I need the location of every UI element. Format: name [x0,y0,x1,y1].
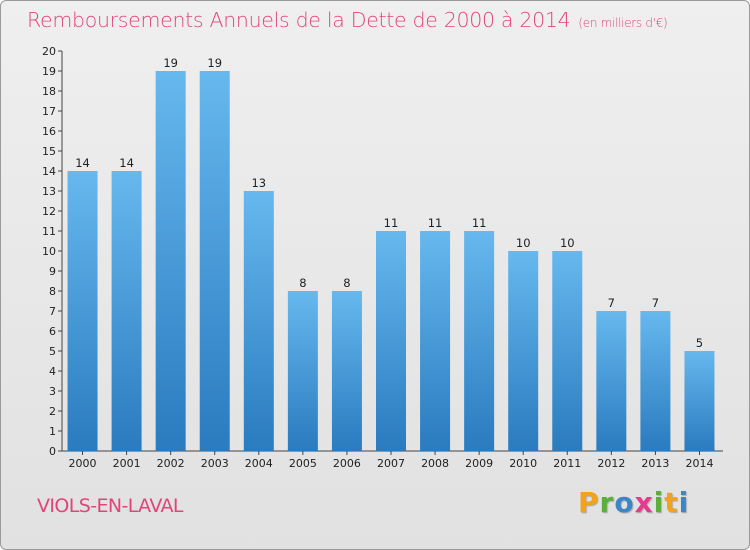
logo-letter: o [614,486,635,519]
x-tick-label: 2008 [421,457,449,470]
y-tick-label: 5 [49,345,56,358]
data-label: 13 [251,176,266,190]
y-tick-label: 13 [42,185,56,198]
bar [640,311,671,451]
y-tick-label: 16 [42,125,56,138]
x-tick-label: 2003 [201,457,229,470]
data-label: 8 [343,276,350,290]
bar [464,231,495,451]
data-label: 7 [608,296,615,310]
chart-title: Remboursements Annuels de la Dette de 20… [27,8,668,32]
y-tick-label: 3 [49,385,56,398]
x-tick-label: 2006 [333,457,361,470]
data-label: 14 [75,156,90,170]
bar [155,71,186,451]
chart-unit: (en milliers d'€) [578,16,668,30]
x-tick-label: 2010 [509,457,537,470]
y-tick-label: 20 [42,45,56,58]
bar [376,231,406,451]
bar [287,291,318,451]
x-tick-label: 2009 [465,457,493,470]
data-label: 10 [516,236,531,250]
x-tick-label: 2002 [157,457,185,470]
data-label: 7 [652,296,659,310]
y-tick-label: 2 [49,405,56,418]
bar [420,231,451,451]
data-label: 5 [696,336,703,350]
y-tick-label: 12 [42,205,56,218]
x-tick-label: 2012 [597,457,625,470]
y-tick-label: 4 [49,365,56,378]
y-tick-label: 17 [42,105,56,118]
y-tick-label: 9 [49,265,56,278]
x-tick-label: 2001 [113,457,141,470]
y-tick-label: 0 [49,445,56,458]
data-label: 11 [428,216,443,230]
y-tick-label: 15 [42,145,56,158]
y-tick-label: 10 [42,245,56,258]
logo-letter: r [599,486,615,519]
bar [508,251,539,451]
data-label: 19 [207,56,222,70]
y-tick-label: 6 [49,325,56,338]
data-label: 11 [472,216,487,230]
data-label: 14 [119,156,134,170]
x-tick-label: 2004 [245,457,273,470]
bar [199,71,230,451]
data-label: 10 [560,236,575,250]
x-tick-label: 2014 [685,457,713,470]
x-tick-label: 2005 [289,457,317,470]
y-tick-label: 19 [42,65,56,78]
bar [596,311,627,451]
logo-letter: t [664,486,679,519]
data-label: 8 [299,276,306,290]
y-tick-label: 14 [42,165,56,178]
x-tick-label: 2011 [553,457,581,470]
logo-letter: i [678,486,690,519]
bar [243,191,274,451]
bar-chart: 0123456789101112131415161718192014200014… [42,45,723,470]
data-label: 11 [384,216,399,230]
y-tick-label: 11 [42,225,56,238]
x-tick-label: 2013 [641,457,669,470]
y-tick-label: 18 [42,85,56,98]
y-tick-label: 1 [49,425,56,438]
bar [67,171,98,451]
x-tick-label: 2000 [69,457,97,470]
bar [111,171,142,451]
logo-letter: P [578,486,600,519]
bar [684,351,715,451]
commune-name: VIOLS-EN-LAVAL [37,495,184,517]
x-tick-label: 2007 [377,457,405,470]
bar [331,291,362,451]
proxiti-logo: Proxiti [578,486,689,519]
y-tick-label: 7 [49,305,56,318]
logo-letter: i [653,486,665,519]
logo-letter: x [634,486,654,519]
bar [552,251,583,451]
chart-title-text: Remboursements Annuels de la Dette de 20… [27,8,571,32]
y-tick-label: 8 [49,285,56,298]
data-label: 19 [163,56,178,70]
